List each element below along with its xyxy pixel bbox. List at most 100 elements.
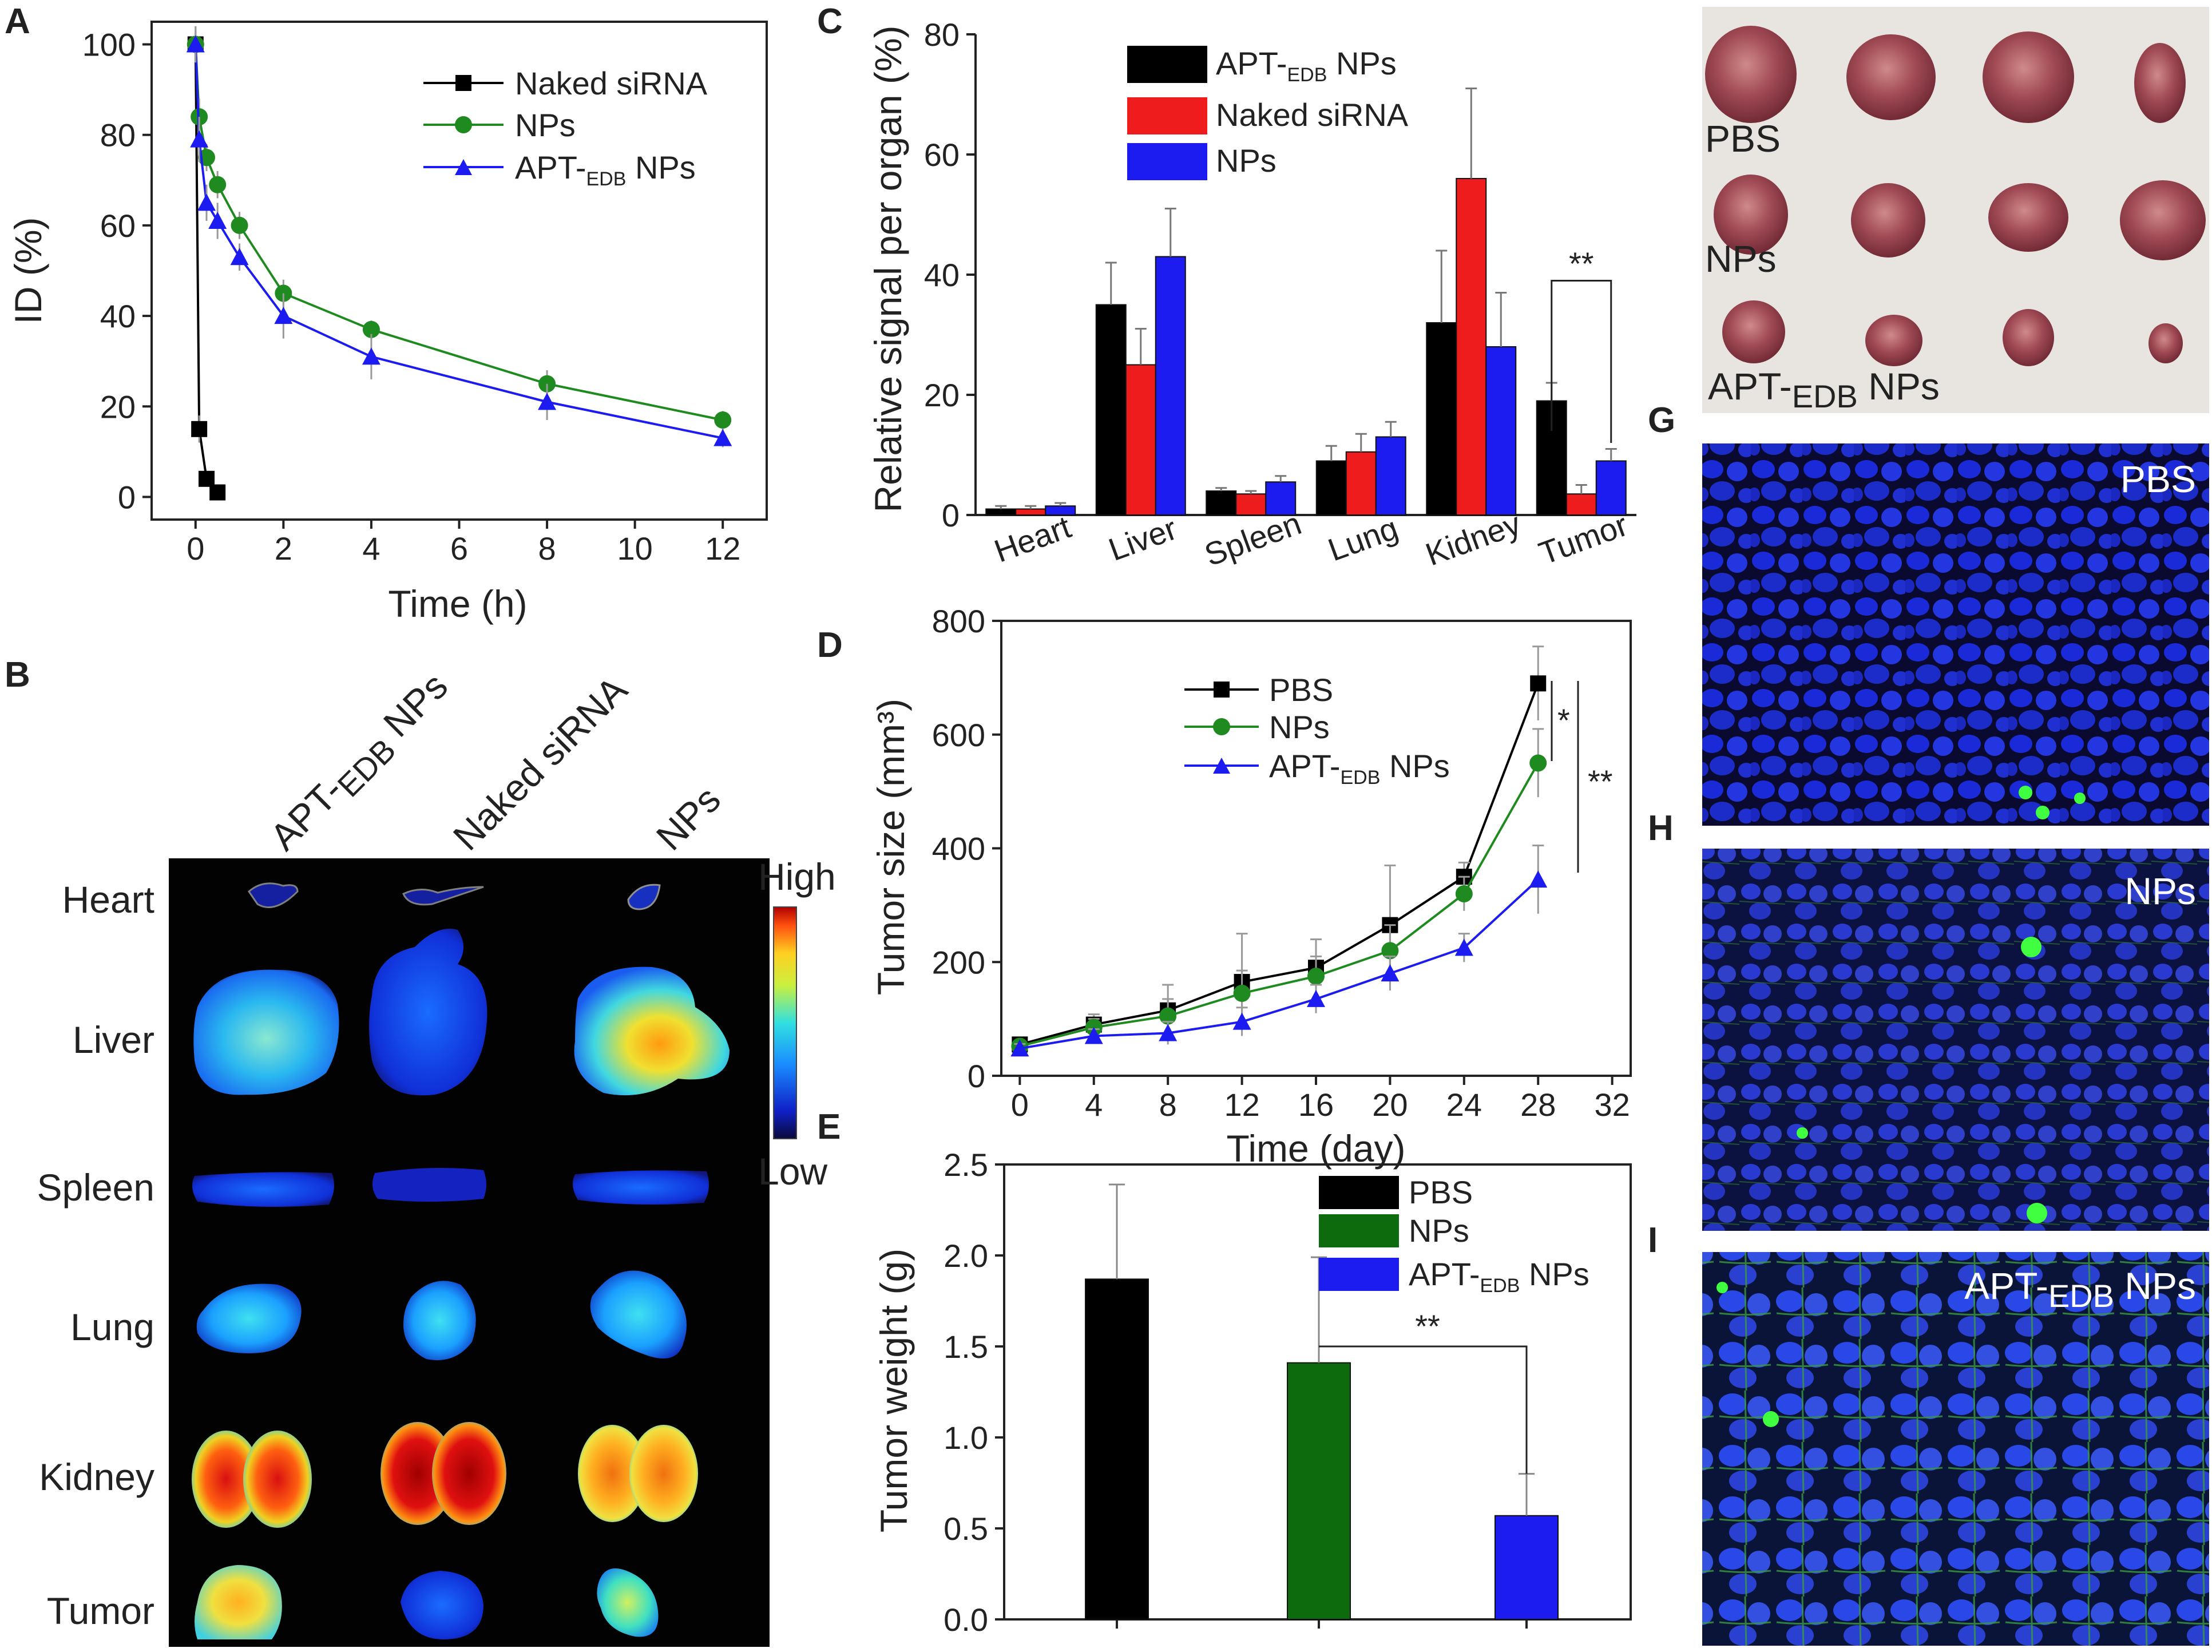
series-line [1020,878,1539,1050]
legend: PBS NPs APT-EDB NPs [1319,1174,1589,1297]
data-point [1232,1012,1251,1030]
bar [1426,322,1457,516]
y-tick-label: 1.5 [944,1329,988,1365]
x-tick-label: 12 [705,530,740,566]
legend: APT-EDB NPs Naked siRNA NPs [1127,45,1409,180]
legend-swatch-nps [1127,143,1207,180]
organ-tumor-apt [195,1565,282,1639]
panel-letter-b: B [5,655,30,695]
y-axis-label: Tumor weight (g) [873,1249,915,1532]
organ-spleen-naked [372,1168,486,1202]
panel-letter-c: C [817,2,843,41]
column-header-apt: APT-EDB NPs [262,664,461,863]
tumor-apt-3 [2003,309,2054,366]
green-spot [2074,793,2086,804]
significance-bracket [1319,1345,1528,1474]
legend-label-pbs: PBS [1269,672,1333,708]
y-tick-label: 0.0 [944,1602,988,1638]
x-tick-label: 8 [538,530,556,566]
tumor-nps-2 [1851,183,1925,257]
bar [1015,508,1046,516]
chart-d: Tumor size (mm³) 0 4 8 12 16 20 24 28 32 0 200 400 6… [870,603,1632,1170]
legend-label-naked: Naked siRNA [1216,97,1409,133]
chart-c: Relative signal per organ (%) 0 20 40 60 80 H… [867,17,1636,573]
x-tick-label: 28 [1520,1087,1556,1123]
y-tick-label: 100 [82,27,136,63]
row-label-spleen: Spleen [37,1166,154,1209]
x-tick-label: 24 [1446,1087,1482,1123]
micrograph-nps [1702,849,2209,1231]
photo-label-nps: NPs [1705,237,1777,280]
significance-label: ** [1569,245,1594,282]
y-tick-label: 40 [924,257,960,293]
tumor-apt-4 [2148,323,2183,363]
data-point [1233,984,1251,1002]
legend-marker-nps [455,116,472,133]
bar [1235,493,1267,516]
legend-label-pbs: PBS [1409,1174,1473,1210]
organ-heart-apt [248,882,299,909]
x-axis-label: Time (day) [1227,1127,1406,1170]
data-point [1010,1039,1029,1057]
significance-label-1: * [1557,702,1570,738]
x-tick-label: Heart [989,509,1076,569]
green-spot [1797,1127,1808,1139]
bar [1485,346,1517,516]
data-point [1529,754,1547,772]
y-tick-label: 0 [942,497,960,533]
y-tick-label: 40 [100,298,136,334]
bar [1095,304,1127,516]
organ-tumor-naked [401,1571,483,1639]
y-tick-label: 20 [100,389,136,425]
bar [1315,460,1347,516]
legend-label-apt: APT-EDB NPs [1269,748,1450,789]
green-spot [2021,937,2041,957]
panel-letter-h: H [1648,809,1674,848]
tumor-pbs-2 [1846,34,1936,120]
y-axis-label: ID (%) [7,217,49,324]
organ-spleen-apt [192,1172,334,1207]
y-tick-label: 60 [924,137,960,173]
panel-letter-a: A [5,2,30,41]
y-tick-label: 200 [932,944,985,980]
legend-label-naked: Naked siRNA [515,65,708,101]
bar [1125,364,1156,516]
y-tick-label: 2.0 [944,1238,988,1274]
legend-marker-apt [455,159,472,175]
data-point [1530,675,1547,692]
x-tick-label: 0 [1011,1087,1029,1123]
legend-label-apt: APT-EDB NPs [1409,1256,1589,1297]
legend-label-nps: NPs [515,107,576,143]
legend-marker-pbs [1214,682,1230,698]
organ-tumor-nps [597,1568,659,1637]
legend-label-apt: APT-EDB NPs [515,149,696,190]
micrograph-label-nps: NPs [2124,870,2196,912]
y-tick-label: 1.0 [944,1420,988,1456]
bar [1287,1362,1351,1621]
x-tick-label: 6 [450,530,468,566]
legend-label-nps: NPs [1269,709,1330,745]
column-header-naked: Naked siRNA [445,668,635,858]
data-point [1381,942,1399,960]
data-point [1307,968,1325,985]
tumor-pbs-4 [2134,43,2186,123]
x-tick-label: 4 [362,530,380,566]
organ-heart-nps [627,884,661,910]
data-point [274,307,293,324]
legend-swatch-pbs [1319,1176,1399,1209]
tumor-apt-1 [1722,300,1785,363]
data-point [190,130,209,148]
chart-e: Tumor weight (g) 0.0 0.5 1.0 1.5 2.0 2.5 ** P… [873,1147,1632,1638]
organ-lung-naked [403,1281,476,1360]
organ-kidney-nps-left [578,1425,647,1522]
x-tick-label: 0 [187,530,204,566]
panel-letter-d: D [817,625,843,665]
legend-label-nps: NPs [1216,142,1277,179]
y-axis-label: Relative signal per organ (%) [867,25,909,512]
tumor-apt-2 [1865,315,1922,366]
data-point [1455,885,1473,902]
green-spot [2019,786,2032,799]
tumor-pbs-1 [1705,26,1797,123]
data-point [714,411,732,429]
green-spot [2036,806,2050,819]
